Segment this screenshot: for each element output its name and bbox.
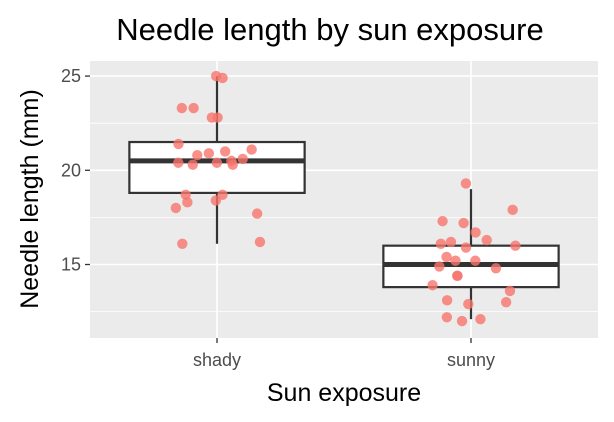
chart-title: Needle length by sun exposure: [116, 12, 543, 47]
box-sunny: [382, 189, 560, 320]
axes: 15 20 25 shady sunny: [61, 66, 495, 370]
data-point: [481, 234, 492, 246]
data-point: [219, 146, 231, 157]
plot-panel: [90, 61, 598, 338]
data-point: [441, 312, 453, 323]
data-point: [475, 313, 486, 325]
y-axis-title: Needle length (mm): [16, 89, 44, 309]
data-point: [210, 195, 222, 206]
data-point: [246, 144, 257, 155]
data-point: [434, 261, 445, 272]
x-axis-title: Sun exposure: [267, 379, 421, 407]
data-point: [507, 204, 518, 216]
data-point: [460, 178, 472, 189]
data-point: [500, 296, 512, 308]
data-point: [254, 236, 266, 248]
x-tick-label: sunny: [447, 350, 495, 370]
data-point: [187, 159, 198, 170]
data-point: [237, 153, 248, 165]
data-point: [490, 263, 502, 274]
data-point: [251, 208, 263, 219]
data-point: [435, 238, 447, 249]
data-point: [170, 202, 182, 214]
data-point: [504, 285, 516, 297]
data-point: [173, 157, 184, 168]
data-point: [211, 157, 223, 168]
data-point: [470, 255, 481, 266]
data-layer: [128, 70, 560, 327]
data-point: [227, 159, 238, 170]
data-point: [510, 240, 521, 251]
data-point: [203, 148, 215, 159]
data-point: [450, 255, 461, 266]
data-point: [212, 112, 223, 123]
data-point: [192, 150, 203, 161]
data-point: [441, 251, 452, 263]
data-point: [173, 138, 184, 150]
data-point: [176, 102, 188, 114]
y-tick-label: 15: [61, 255, 81, 275]
data-point: [456, 315, 468, 327]
data-point: [463, 298, 474, 310]
data-point: [452, 270, 463, 282]
x-tick-label: shady: [193, 350, 241, 370]
data-point: [177, 238, 188, 249]
data-point: [441, 295, 453, 306]
data-point: [188, 102, 199, 114]
y-tick-label: 20: [61, 160, 81, 180]
data-point: [427, 280, 438, 291]
y-tick-label: 25: [61, 66, 81, 86]
data-point: [217, 72, 228, 84]
data-point: [470, 227, 481, 238]
data-point: [182, 197, 193, 208]
data-point: [458, 217, 469, 229]
data-point: [460, 242, 472, 253]
data-point: [445, 236, 457, 248]
data-point: [437, 215, 448, 227]
